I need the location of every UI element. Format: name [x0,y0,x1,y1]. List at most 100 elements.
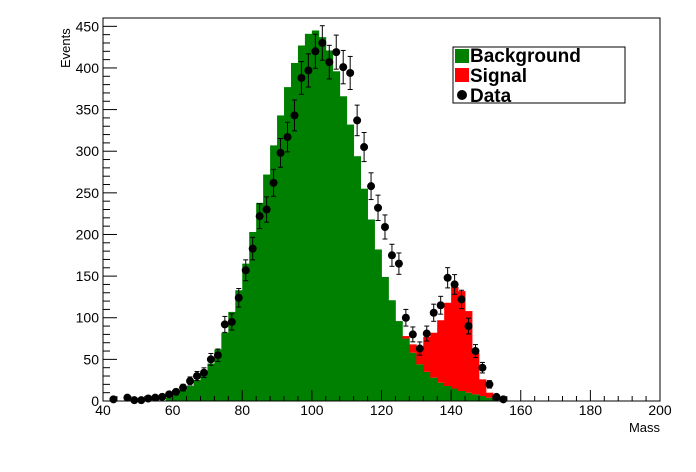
background-bar [207,363,215,401]
y-tick-label: 350 [76,102,100,118]
background-bar [165,397,174,401]
data-marker [186,377,195,386]
background-bar [395,321,403,401]
background-histogram [165,30,501,402]
data-point [380,214,389,240]
data-point [325,44,334,80]
data-point [255,203,264,230]
data-marker [499,395,508,404]
background-bar [478,396,487,401]
data-point [457,289,466,310]
data-marker [318,38,327,47]
data-marker [220,320,229,329]
data-point [220,315,229,333]
background-bar [465,392,473,401]
background-bar [388,300,396,401]
data-marker [436,301,445,310]
data-point [374,194,383,222]
data-point [311,33,320,69]
data-marker [429,308,438,317]
signal-bar [402,336,410,339]
x-tick-label: 200 [648,402,672,418]
data-point [283,121,292,153]
data-point [213,348,222,362]
signal-bar [430,332,438,378]
data-marker [353,116,362,125]
legend-label-background: Background [470,46,581,67]
background-bar [374,249,382,401]
background-bar [402,338,410,401]
data-marker [394,259,403,268]
data-marker [130,396,139,405]
background-bar [214,349,222,401]
background-bar [423,371,431,401]
data-point [179,383,188,392]
data-point [130,396,139,405]
background-bar [221,332,229,401]
data-point [360,132,369,163]
data-marker [227,317,236,326]
data-marker [262,205,271,214]
data-point [165,390,174,399]
x-axis-title: Mass [629,420,661,435]
data-marker [276,148,285,157]
data-marker [325,58,334,67]
background-bar [263,174,271,401]
data-points [109,25,508,405]
background-bar [179,390,187,401]
background-bar [249,231,257,401]
background-bar [472,394,480,401]
data-point [429,303,438,322]
background-bar [381,276,389,401]
data-marker [457,295,466,304]
x-tick-label: 100 [300,402,324,418]
data-point [394,252,403,275]
data-marker [151,393,160,402]
data-point [297,61,306,95]
data-point [172,387,181,396]
data-marker [367,182,376,191]
data-marker [158,392,167,401]
data-point [492,392,501,401]
data-point [158,392,167,401]
data-point [436,295,445,315]
y-tick-label: 400 [76,60,100,76]
data-point [450,274,459,295]
background-bar [304,33,313,401]
background-bar [367,219,375,401]
background-bar [346,124,355,401]
signal-bar [458,291,466,392]
data-marker [332,48,341,57]
signal-bar [437,320,445,383]
data-marker [492,392,501,401]
data-marker [360,143,369,152]
legend-marker-data [457,90,467,100]
data-point [186,376,195,386]
data-marker [297,73,306,82]
background-bar [256,202,264,401]
background-bar [325,50,334,401]
data-point [318,25,327,61]
data-marker [311,47,320,56]
background-bar [228,311,236,401]
x-tick-label: 80 [234,402,250,418]
data-marker [471,347,480,356]
data-marker [206,355,215,364]
background-bar [186,386,194,401]
data-point [290,99,299,132]
background-bar [416,364,424,401]
data-point [332,34,341,70]
data-point [499,395,508,404]
data-marker [172,387,181,396]
data-point [415,341,424,356]
background-bar [339,96,348,401]
legend-label-signal: Signal [470,66,527,87]
data-marker [213,351,222,360]
signal-bar [472,352,480,395]
data-marker [304,66,313,75]
signal-bar [465,311,473,393]
background-bar [318,37,327,402]
signal-bar [409,344,417,353]
data-point [234,287,243,308]
